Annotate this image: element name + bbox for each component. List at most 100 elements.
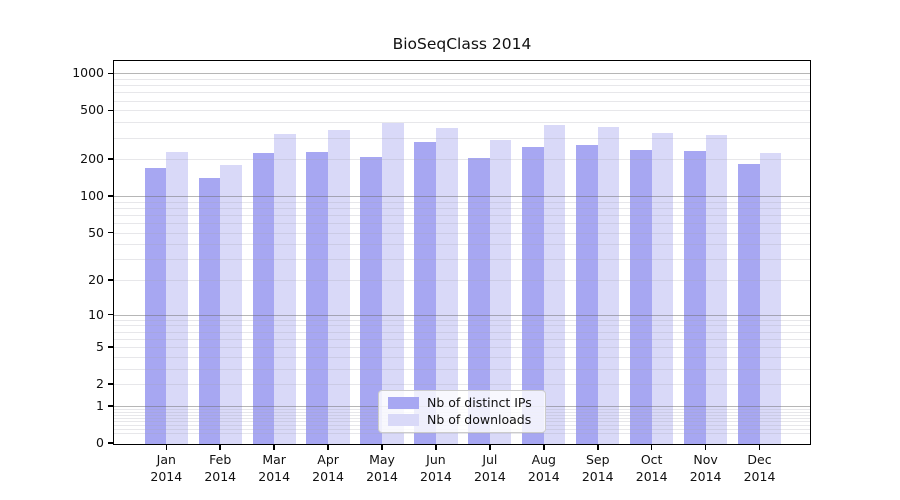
- x-axis-tick-label: Mar 2014: [258, 452, 291, 484]
- minor-gridline: [113, 223, 811, 225]
- x-axis-tick-label: Dec 2014: [743, 452, 776, 484]
- x-axis-tick-label: Aug 2014: [527, 452, 560, 484]
- x-axis-tick-label: Jul 2014: [473, 452, 506, 484]
- y-axis-tick: [108, 383, 113, 385]
- minor-gridline: [113, 201, 811, 203]
- bar-downloads-apr: [328, 130, 350, 445]
- x-axis-tick-label: May 2014: [366, 452, 398, 484]
- y-axis-tick-label: 10: [88, 306, 104, 322]
- minor-gridline: [113, 85, 811, 87]
- minor-gridline: [113, 92, 811, 94]
- x-axis-tick-label: Jun 2014: [420, 452, 452, 484]
- minor-gridline: [113, 259, 811, 261]
- minor-gridline: [113, 137, 811, 139]
- minor-gridline: [113, 338, 811, 340]
- bar-ips-dec: [737, 163, 760, 445]
- y-axis-tick: [108, 279, 113, 281]
- major-gridline: [113, 196, 811, 198]
- x-axis-tick: [435, 445, 437, 450]
- y-axis-tick-label: 20: [88, 272, 104, 288]
- y-axis-tick: [108, 346, 113, 348]
- y-axis-tick-label: 200: [80, 151, 104, 167]
- minor-gridline: [113, 110, 811, 112]
- minor-gridline: [113, 232, 811, 234]
- x-axis-tick: [273, 445, 275, 450]
- minor-gridline: [113, 384, 811, 386]
- legend-item: Nb of distinct IPs: [388, 396, 536, 410]
- y-axis-tick: [108, 158, 113, 161]
- y-axis-tick: [108, 195, 113, 197]
- minor-gridline: [113, 325, 811, 327]
- bar-downloads-dec: [759, 152, 782, 445]
- legend: Nb of distinct IPs Nb of downloads: [378, 390, 546, 433]
- major-gridline: [113, 73, 811, 75]
- bar-ips-feb: [198, 178, 221, 445]
- minor-gridline: [113, 244, 811, 246]
- bar-downloads-nov: [705, 134, 728, 445]
- bar-downloads-mar: [274, 134, 296, 445]
- x-axis-tick-label: Sep 2014: [581, 452, 614, 484]
- minor-gridline: [113, 356, 811, 358]
- minor-gridline: [113, 122, 811, 124]
- x-axis-tick-label: Feb 2014: [204, 452, 237, 484]
- y-axis-tick: [108, 231, 113, 234]
- x-axis-tick-label: Nov 2014: [689, 452, 722, 484]
- x-axis-tick: [704, 445, 707, 450]
- x-axis-tick-label: Oct 2014: [635, 452, 668, 484]
- bar-ips-jun: [414, 142, 436, 445]
- minor-gridline: [113, 347, 811, 349]
- bar-downloads-jun: [435, 128, 458, 445]
- bar-ips-oct: [630, 149, 652, 445]
- minor-gridline: [113, 100, 811, 102]
- minor-gridline: [113, 207, 811, 209]
- x-axis-tick-label: Jan 2014: [150, 452, 183, 484]
- x-axis-tick: [165, 445, 168, 450]
- bar-downloads-feb: [220, 164, 242, 445]
- y-axis-tick: [108, 442, 113, 444]
- major-gridline: [113, 314, 811, 316]
- bar-ips-sep: [576, 144, 598, 445]
- y-axis-tick-label: 100: [80, 188, 104, 204]
- y-axis-tick: [108, 109, 113, 112]
- chart-title: BioSeqClass 2014: [392, 35, 532, 53]
- x-axis-tick-label: Apr 2014: [312, 452, 344, 484]
- bar-downloads-jul: [489, 139, 512, 445]
- legend-swatch: [388, 414, 419, 426]
- minor-gridline: [113, 319, 811, 321]
- legend-label: Nb of downloads: [427, 412, 532, 427]
- bar-downloads-sep: [597, 127, 620, 445]
- y-axis-tick-label: 5: [96, 339, 104, 355]
- x-axis-tick: [489, 445, 491, 450]
- y-axis-tick-label: 2: [96, 376, 104, 392]
- bar-downloads-oct: [651, 133, 674, 445]
- bar-ips-nov: [684, 151, 706, 445]
- x-axis-tick: [650, 445, 653, 450]
- x-axis-tick: [327, 445, 329, 450]
- plot-area: Nb of distinct IPs Nb of downloads: [113, 60, 811, 445]
- bar-downloads-aug: [543, 125, 566, 445]
- x-axis-tick: [543, 445, 545, 450]
- y-axis-tick: [108, 313, 113, 316]
- bar-ips-may: [360, 156, 382, 445]
- minor-gridline: [113, 331, 811, 333]
- bar-ips-jan: [144, 167, 167, 445]
- x-axis-tick: [381, 445, 383, 450]
- bar-ips-jul: [468, 157, 490, 445]
- legend-swatch: [388, 397, 419, 409]
- y-axis-tick: [108, 72, 113, 75]
- y-axis-tick-label: 1000: [72, 65, 104, 81]
- legend-label: Nb of distinct IPs: [427, 395, 532, 410]
- minor-gridline: [113, 159, 811, 161]
- x-axis-tick: [758, 445, 761, 450]
- minor-gridline: [113, 214, 811, 216]
- y-axis-tick: [108, 405, 113, 407]
- y-axis-tick-label: 1: [96, 397, 104, 413]
- y-axis-tick-label: 500: [80, 102, 104, 118]
- minor-gridline: [113, 368, 811, 370]
- bar-ips-apr: [306, 151, 329, 445]
- bar-ips-aug: [522, 147, 544, 445]
- x-axis-tick: [219, 445, 222, 450]
- bar-downloads-may: [382, 122, 404, 445]
- minor-gridline: [113, 433, 811, 435]
